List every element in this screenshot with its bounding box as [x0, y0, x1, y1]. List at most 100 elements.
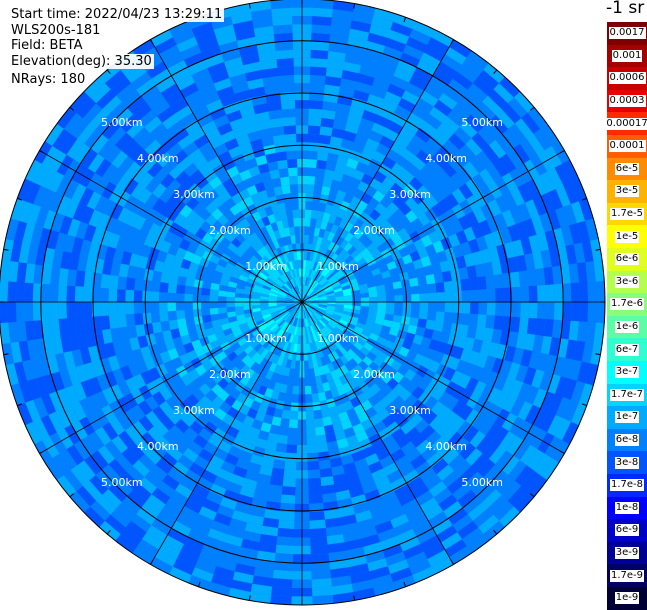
heatmap-cell	[237, 243, 248, 254]
heatmap-cell	[410, 433, 426, 449]
heatmap-cell	[449, 39, 473, 59]
heatmap-cell	[248, 506, 266, 518]
heatmap-cell	[250, 583, 273, 595]
heatmap-cell	[160, 173, 176, 189]
heatmap-cell	[474, 263, 486, 278]
heatmap-cell	[257, 430, 270, 441]
heatmap-cell	[212, 325, 223, 334]
heatmap-cell	[535, 318, 546, 337]
heatmap-cell	[481, 489, 502, 509]
heatmap-cell	[450, 268, 461, 282]
heatmap-cell	[308, 269, 313, 278]
heatmap-cell	[308, 360, 314, 369]
heatmap-cell	[284, 133, 297, 143]
heatmap-cell	[147, 161, 164, 178]
heatmap-cell	[229, 117, 246, 131]
heatmap-cell	[83, 301, 93, 318]
heatmap-cell	[252, 287, 262, 294]
heatmap-cell	[310, 569, 331, 580]
heatmap-cell	[159, 386, 173, 401]
heatmap-cell	[307, 461, 320, 471]
heatmap-cell	[294, 226, 300, 235]
colorbar-swatch: 3e-9	[607, 541, 647, 565]
heatmap-cell	[515, 221, 529, 240]
heatmap-cell	[285, 314, 292, 322]
heatmap-cell	[254, 229, 265, 240]
heatmap-cell	[501, 103, 522, 125]
heatmap-cell	[375, 143, 391, 157]
heatmap-cell	[295, 295, 302, 302]
heatmap-cell	[203, 148, 219, 163]
heatmap-cell	[309, 376, 317, 386]
heatmap-cell	[305, 309, 310, 318]
heatmap-cell	[487, 89, 509, 110]
colorbar-swatch: 1.7e-9	[607, 564, 647, 587]
heatmap-cell	[339, 392, 350, 404]
heatmap-cell	[83, 316, 94, 333]
heatmap-cell	[143, 233, 157, 248]
heatmap-cell	[67, 366, 81, 386]
heatmap-cell	[207, 581, 231, 596]
heatmap-cell	[447, 78, 469, 97]
heatmap-cell	[453, 302, 462, 314]
heatmap-cell	[312, 401, 321, 411]
heatmap-cell	[302, 295, 309, 302]
heatmap-cell	[447, 507, 468, 526]
heatmap-cell	[451, 188, 467, 205]
heatmap-cell	[94, 194, 110, 213]
heatmap-cell	[400, 169, 415, 184]
heatmap-cell	[322, 315, 331, 322]
edge-tick	[450, 39, 454, 45]
heatmap-cell	[356, 243, 367, 254]
heatmap-cell	[371, 512, 391, 527]
heatmap-cell	[223, 346, 234, 357]
heatmap-cell	[344, 255, 354, 265]
heatmap-cell	[470, 477, 490, 497]
heatmap-cell	[327, 333, 336, 342]
heatmap-cell	[415, 439, 432, 455]
heatmap-cell	[138, 132, 157, 150]
heatmap-cell	[250, 8, 273, 21]
heatmap-cell	[405, 551, 428, 568]
heatmap-cell	[305, 410, 315, 420]
heatmap-cell	[511, 302, 521, 318]
heatmap-cell	[196, 112, 214, 128]
heatmap-cell	[357, 411, 370, 424]
heatmap-cell	[348, 106, 365, 119]
heatmap-cell	[95, 494, 117, 515]
heatmap-cell	[524, 385, 540, 406]
heatmap-cell	[41, 301, 51, 321]
heatmap-cell	[283, 461, 297, 471]
heatmap-cell	[135, 229, 149, 245]
heatmap-cell	[90, 133, 110, 154]
heatmap-cell	[505, 435, 524, 456]
heatmap-cell	[205, 127, 222, 142]
heatmap-cell	[268, 333, 277, 342]
heatmap-cell	[383, 355, 395, 367]
heatmap-cell	[126, 489, 147, 508]
heatmap-cell	[445, 193, 460, 209]
heatmap-cell	[483, 464, 502, 484]
heatmap-cell	[458, 267, 469, 281]
heatmap-cell	[455, 230, 469, 245]
heatmap-cell	[423, 474, 442, 491]
heatmap-cell	[526, 449, 545, 471]
heatmap-cell	[491, 328, 502, 345]
heatmap-cell	[514, 118, 534, 140]
heatmap-cell	[343, 538, 364, 551]
heatmap-cell	[135, 266, 146, 280]
heatmap-cell	[492, 500, 514, 522]
heatmap-cell	[43, 209, 58, 231]
heatmap-cell	[25, 181, 41, 205]
heatmap-cell	[10, 239, 23, 263]
heatmap-cell	[265, 152, 278, 164]
heatmap-cell	[217, 258, 228, 268]
heatmap-cell	[386, 295, 395, 303]
heatmap-cell	[244, 122, 260, 134]
heatmap-cell	[71, 236, 84, 255]
heatmap-cell	[218, 549, 239, 564]
heatmap-cell	[85, 255, 97, 273]
heatmap-cell	[360, 418, 374, 431]
heatmap-cell	[268, 294, 278, 299]
heatmap-cell	[310, 384, 319, 395]
